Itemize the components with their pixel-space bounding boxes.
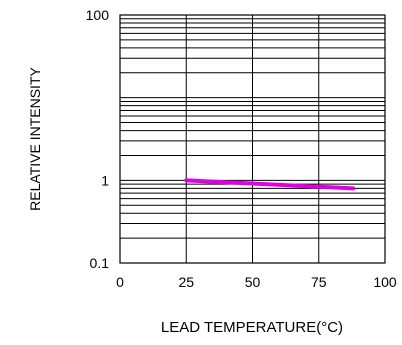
grid-lines bbox=[120, 15, 385, 263]
series-layer bbox=[184, 178, 356, 191]
x-tick-label: 25 bbox=[178, 274, 194, 290]
plot-frame bbox=[119, 14, 386, 264]
x-tick-label: 0 bbox=[116, 274, 124, 290]
x-axis-label: LEAD TEMPERATURE(°C) bbox=[161, 319, 343, 336]
series-line bbox=[184, 178, 356, 191]
y-tick-label: 100 bbox=[86, 7, 110, 23]
tick-labels: 0 25 50 75 100 0.1 1 100 bbox=[86, 7, 397, 290]
y-tick-label: 1 bbox=[101, 172, 109, 188]
y-tick-label: 0.1 bbox=[90, 255, 110, 271]
y-axis-label: RELATIVE INTENSITY bbox=[27, 67, 43, 211]
x-tick-label: 75 bbox=[311, 274, 327, 290]
x-tick-label: 100 bbox=[373, 274, 397, 290]
x-tick-label: 50 bbox=[245, 274, 261, 290]
